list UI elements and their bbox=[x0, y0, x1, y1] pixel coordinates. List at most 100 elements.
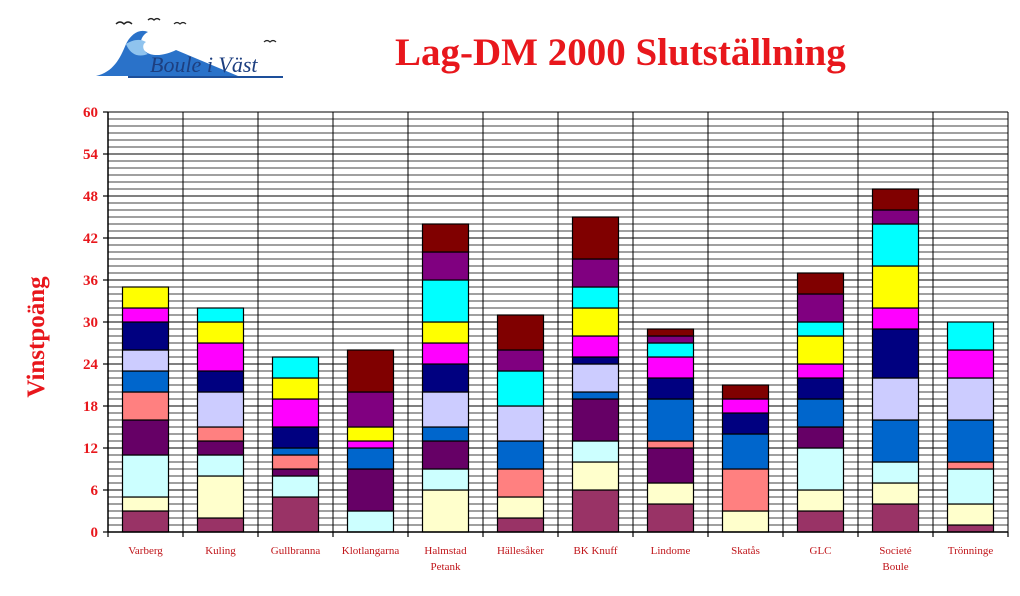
y-tick-label: 30 bbox=[83, 315, 98, 331]
bar-segment bbox=[346, 426, 395, 442]
bar-segment bbox=[421, 489, 470, 533]
bar-segment bbox=[571, 363, 620, 393]
bar-segment bbox=[871, 265, 920, 309]
y-tick-label: 36 bbox=[83, 273, 99, 289]
bar-segment bbox=[646, 482, 695, 505]
bar-segment bbox=[421, 363, 470, 393]
bar-segment bbox=[796, 447, 845, 491]
bar-segment bbox=[571, 461, 620, 491]
bar-segment bbox=[496, 517, 545, 533]
bar-segment bbox=[571, 286, 620, 309]
bar-segment bbox=[571, 335, 620, 358]
bar-segment bbox=[721, 412, 770, 435]
bar-segment bbox=[721, 398, 770, 414]
bar-segment bbox=[946, 419, 995, 463]
bar-segment bbox=[496, 405, 545, 442]
bar-segment bbox=[796, 377, 845, 400]
bar-segment bbox=[121, 510, 170, 533]
bar-segment bbox=[871, 188, 920, 211]
bar-segment bbox=[571, 216, 620, 260]
bar-segment bbox=[196, 342, 245, 372]
bar-segment bbox=[871, 328, 920, 379]
x-tick-label: Skatås bbox=[731, 545, 760, 557]
bar-segment bbox=[496, 349, 545, 372]
bar-segment bbox=[571, 440, 620, 463]
bar-segment bbox=[121, 370, 170, 393]
bar-segment bbox=[721, 510, 770, 533]
bar-segment bbox=[196, 426, 245, 442]
y-axis-label: Vinstpoäng bbox=[23, 276, 50, 398]
axes bbox=[103, 111, 1009, 537]
bar-segment bbox=[196, 307, 245, 323]
bar-segment bbox=[196, 517, 245, 533]
bar-segment bbox=[646, 398, 695, 442]
bar-segment bbox=[871, 307, 920, 330]
bar-segment bbox=[646, 356, 695, 379]
bar-segment bbox=[796, 426, 845, 449]
x-tick-label: Kuling bbox=[205, 545, 236, 557]
bar-segment bbox=[496, 468, 545, 498]
bar-segment bbox=[946, 349, 995, 379]
bar-segment bbox=[796, 321, 845, 337]
y-tick-label: 12 bbox=[83, 441, 98, 457]
x-tick-label: BK Knuff bbox=[573, 545, 617, 557]
bars bbox=[121, 188, 995, 533]
bar-segment bbox=[721, 468, 770, 512]
bar-segment bbox=[796, 363, 845, 379]
x-tick-label: Hällesåker bbox=[497, 545, 544, 557]
bar-segment bbox=[871, 209, 920, 225]
bar-segment bbox=[796, 510, 845, 533]
bar-segment bbox=[871, 503, 920, 533]
logo-text: Boule i Väst bbox=[150, 52, 258, 77]
y-tick-label: 42 bbox=[83, 231, 98, 247]
y-tick-label: 0 bbox=[91, 525, 99, 541]
bar-segment bbox=[721, 384, 770, 400]
bar-segment bbox=[421, 342, 470, 365]
bar-segment bbox=[196, 370, 245, 393]
chart-title: Lag-DM 2000 Slutställning bbox=[395, 31, 846, 74]
bar-segment bbox=[871, 482, 920, 505]
bar-segment bbox=[871, 419, 920, 463]
bar-segment bbox=[196, 454, 245, 477]
bar-segment bbox=[346, 349, 395, 393]
x-tick-label: Klotlangarna bbox=[342, 545, 400, 557]
bar-segment bbox=[196, 440, 245, 456]
bar-segment bbox=[496, 496, 545, 519]
bar-segment bbox=[796, 398, 845, 428]
bar-segment bbox=[646, 440, 695, 449]
bar-segment bbox=[346, 447, 395, 470]
bar-segment bbox=[421, 426, 470, 442]
bar-segment bbox=[121, 321, 170, 351]
x-tick-label: Trönninge bbox=[948, 545, 994, 557]
bar-segment bbox=[421, 468, 470, 491]
bar-segment bbox=[421, 223, 470, 253]
bar-segment bbox=[571, 489, 620, 533]
y-tick-label: 54 bbox=[83, 147, 99, 163]
bar-segment bbox=[946, 503, 995, 526]
x-tick-labels: Varberg Kuling Gullbranna Klotlangarna Halms… bbox=[128, 545, 993, 573]
bar-segment bbox=[121, 349, 170, 372]
bird-icon bbox=[115, 21, 133, 25]
boule-i-vast-logo: Boule i Väst bbox=[96, 17, 283, 78]
bar-segment bbox=[496, 314, 545, 351]
bar-segment bbox=[421, 440, 470, 470]
bar-segment bbox=[271, 475, 320, 498]
bar-segment bbox=[271, 454, 320, 470]
y-tick-label: 60 bbox=[83, 105, 98, 121]
bar-segment bbox=[121, 286, 170, 309]
bar-segment bbox=[871, 223, 920, 267]
bar-segment bbox=[571, 391, 620, 400]
bar-segment bbox=[571, 356, 620, 365]
y-tick-label: 6 bbox=[91, 483, 99, 499]
x-tick-label: Varberg bbox=[128, 545, 163, 557]
bar-segment bbox=[646, 328, 695, 337]
x-tick-label: Halmstad Petank bbox=[424, 545, 467, 573]
bar-segment bbox=[946, 524, 995, 533]
bar-segment bbox=[421, 251, 470, 281]
bird-icon bbox=[173, 21, 187, 25]
bar-segment bbox=[871, 377, 920, 421]
bar-segment bbox=[121, 419, 170, 456]
bar-segment bbox=[271, 377, 320, 400]
y-tick-label: 24 bbox=[83, 357, 99, 373]
x-tick-label: Lindome bbox=[651, 545, 691, 557]
